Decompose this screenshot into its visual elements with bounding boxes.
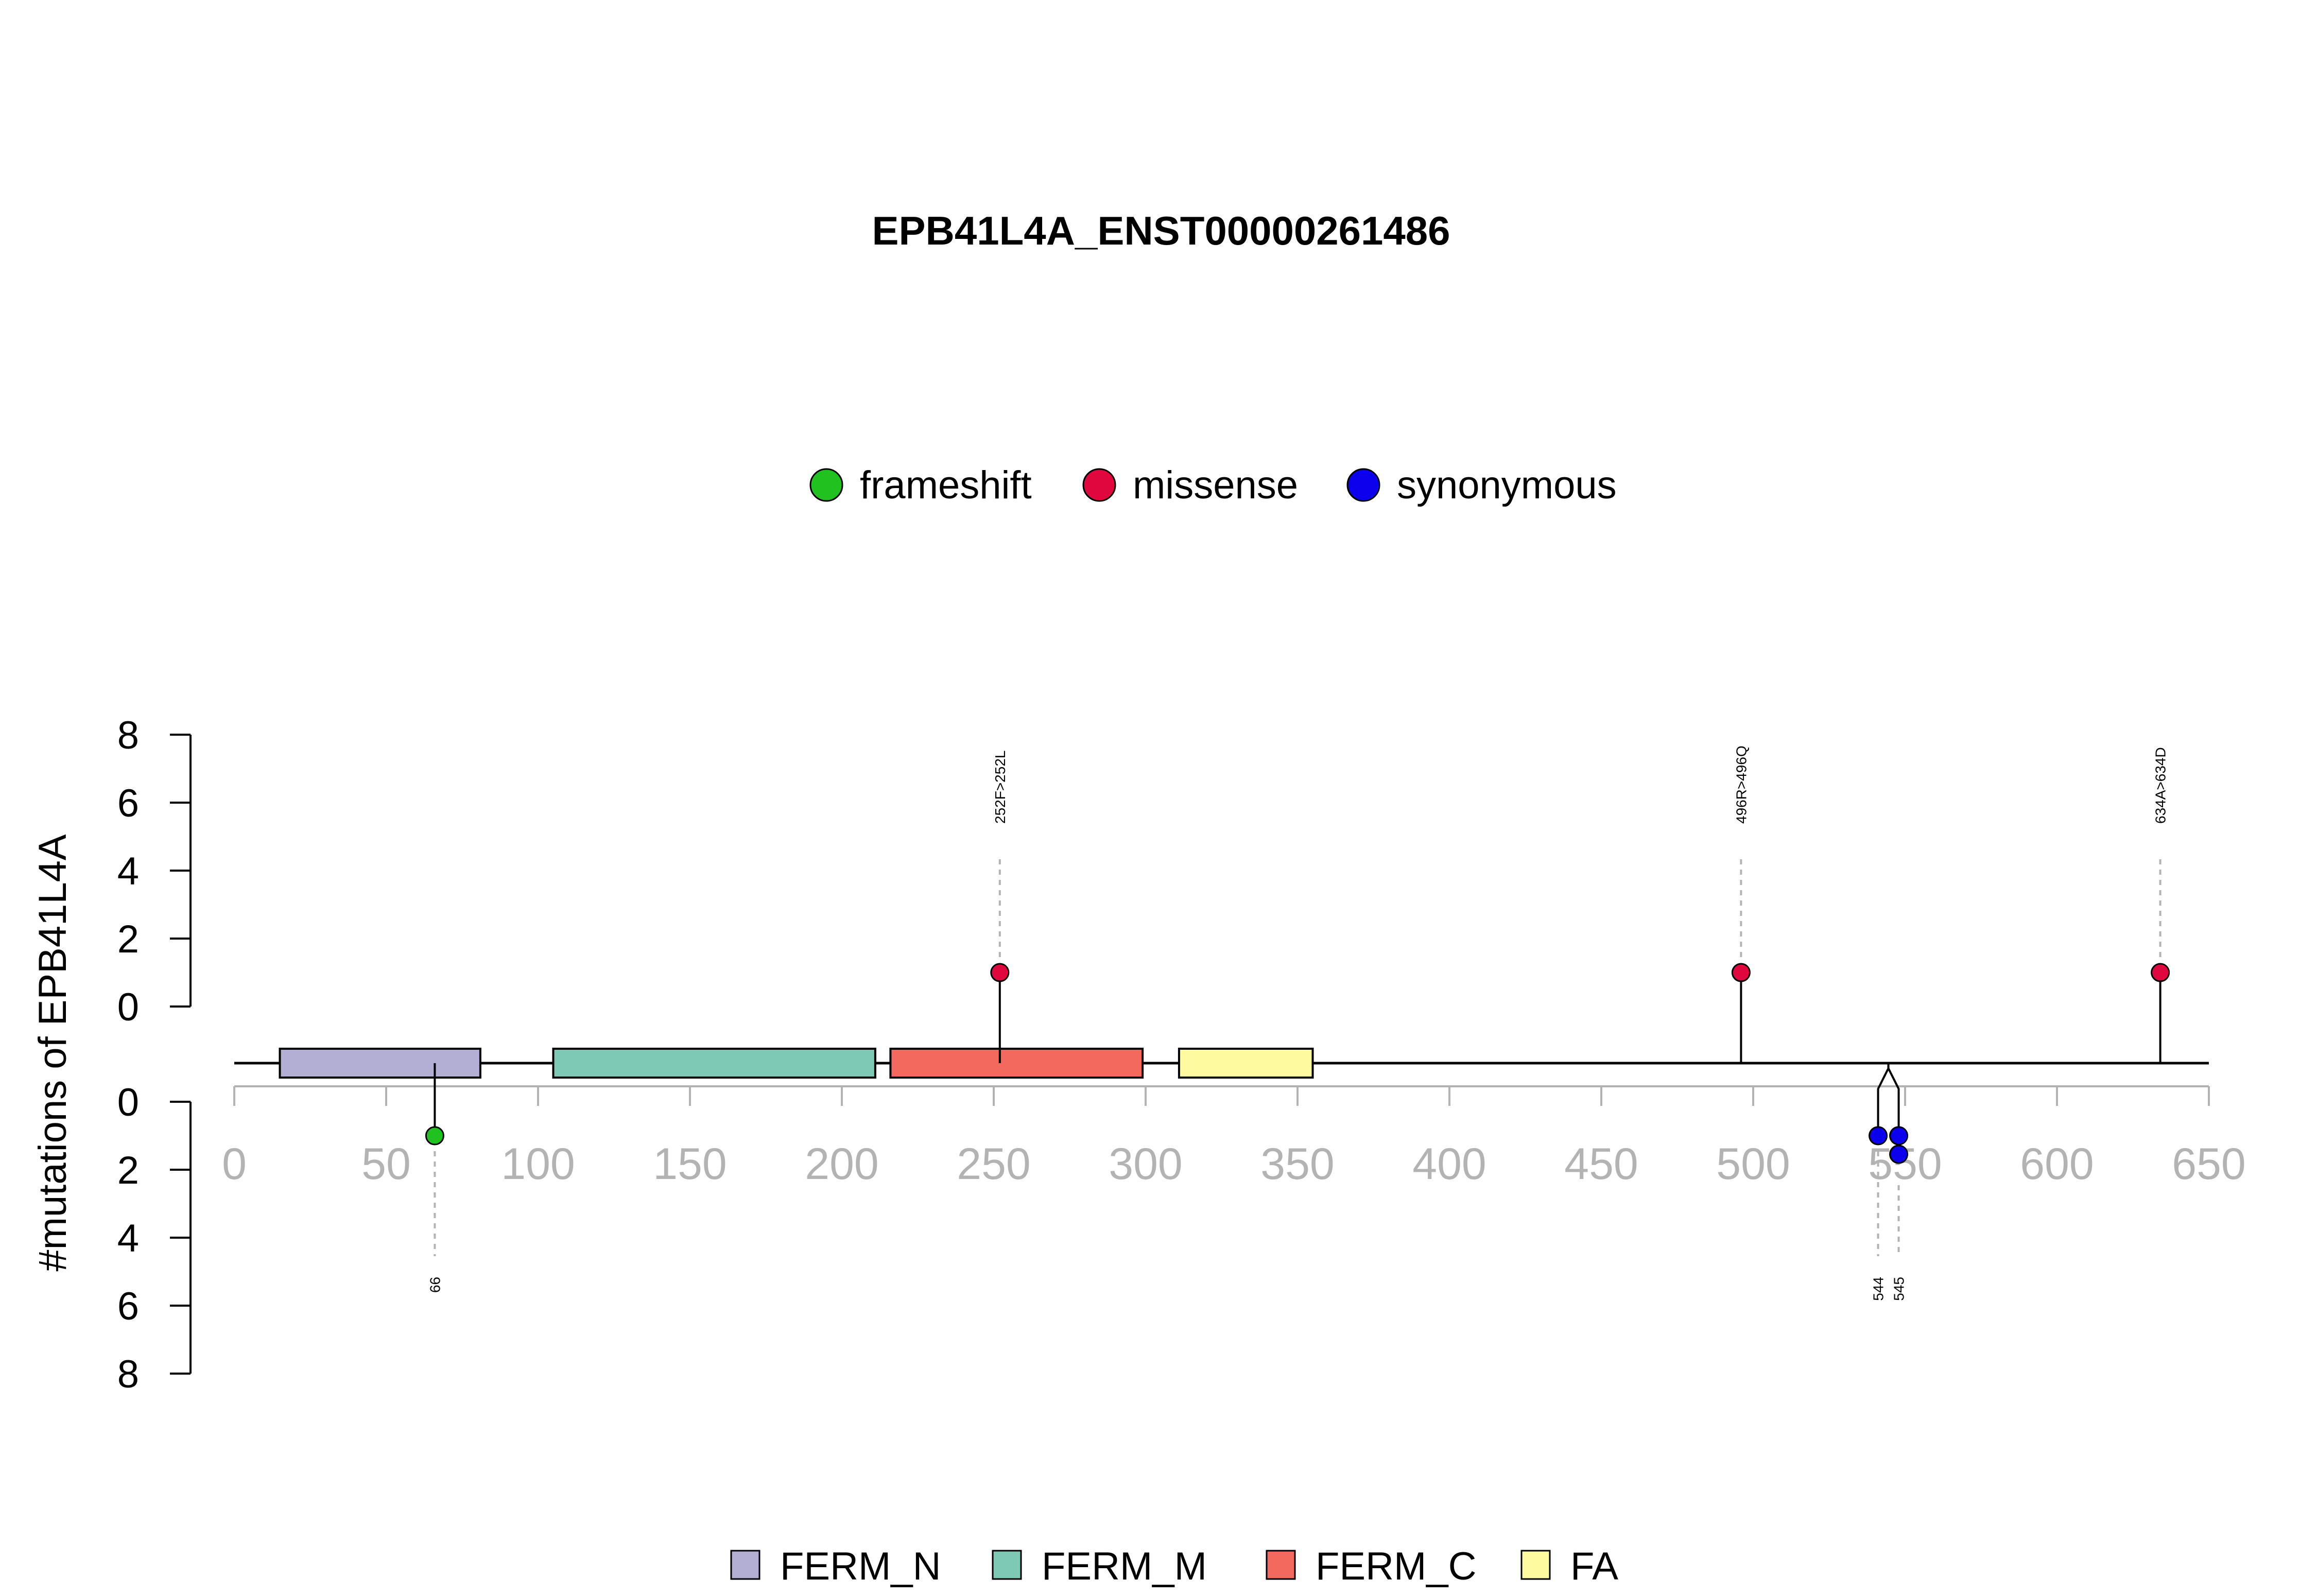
legend-FERM_M-label: FERM_M — [1042, 1545, 1207, 1588]
x-tick-label: 350 — [1260, 1139, 1335, 1189]
mutation-label: 66 — [427, 1277, 443, 1293]
mutation-label: 544 — [1871, 1277, 1887, 1301]
x-axis: 0 50 100 150 200 250 300 350 400 450 500 550 600 650 — [222, 1085, 2246, 1189]
mutation-point-missense — [990, 963, 1010, 982]
mutation-point-synonymous — [1889, 1144, 1909, 1164]
mutation-stem — [1877, 1063, 1890, 1136]
x-tick-label: 50 — [361, 1139, 411, 1189]
x-tick-label: 100 — [501, 1139, 575, 1189]
legend-missense-label: missense — [1133, 463, 1298, 507]
lower-y-tick-label: 0 — [117, 1081, 139, 1124]
mutation-label: 634A>634D — [2153, 747, 2169, 824]
x-tick-label: 250 — [957, 1139, 1031, 1189]
legend-FA-label: FA — [1570, 1545, 1618, 1588]
x-tick-label: 650 — [2172, 1139, 2246, 1189]
x-tick-label: 300 — [1109, 1139, 1183, 1189]
y-axes: 8 6 4 2 0 0 2 4 6 8 — [117, 714, 192, 1396]
domain-legend: FERM_N FERM_M FERM_C FA — [730, 1545, 1618, 1588]
mutation-lollipops: 252F>252L 496R>496Q 634A>634D 66 544 545 — [425, 745, 2170, 1301]
lower-y-tick-label: 8 — [117, 1352, 139, 1396]
lower-y-tick-label: 2 — [117, 1149, 139, 1192]
x-tick-label: 600 — [2020, 1139, 2094, 1189]
y-axis-label: #mutations of EPB41L4A — [31, 834, 75, 1272]
mutation-point-frameshift — [425, 1126, 444, 1146]
mutation-label: 545 — [1891, 1277, 1907, 1301]
upper-y-tick-label: 6 — [117, 782, 139, 825]
mutation-point-synonymous — [1869, 1126, 1888, 1146]
x-tick-label: 500 — [1716, 1139, 1790, 1189]
legend-frameshift-swatch — [809, 468, 843, 502]
domain-boxes — [279, 1048, 1314, 1079]
upper-y-tick-label: 0 — [117, 985, 139, 1029]
legend-FERM_C-swatch — [1266, 1550, 1296, 1580]
upper-y-tick-label: 8 — [117, 714, 139, 757]
upper-y-tick-label: 2 — [117, 917, 139, 961]
legend-FERM_N-label: FERM_N — [780, 1545, 941, 1588]
legend-frameshift-label: frameshift — [860, 463, 1032, 507]
legend-FERM_N-swatch — [730, 1550, 760, 1580]
mutation-type-legend: frameshift missense synonymous — [809, 463, 1617, 507]
legend-FA-swatch — [1520, 1550, 1551, 1580]
upper-y-tick-label: 4 — [117, 849, 139, 893]
x-tick-label: 150 — [653, 1139, 727, 1189]
mutation-label: 496R>496Q — [1733, 745, 1749, 824]
mutation-point-missense — [2151, 963, 2170, 982]
legend-synonymous-label: synonymous — [1397, 463, 1617, 507]
legend-FERM_C-label: FERM_C — [1316, 1545, 1476, 1588]
x-tick-label: 200 — [805, 1139, 879, 1189]
legend-missense-swatch — [1082, 468, 1116, 502]
domain-FERM_N — [279, 1048, 481, 1079]
x-tick-label: 450 — [1564, 1139, 1638, 1189]
legend-synonymous-swatch — [1346, 468, 1380, 502]
lower-y-tick-label: 6 — [117, 1285, 139, 1328]
mutation-stem — [1887, 1063, 1900, 1136]
lower-y-tick-label: 4 — [117, 1217, 139, 1260]
chart-title: EPB41L4A_ENST00000261486 — [872, 208, 1450, 253]
mutation-point-synonymous — [1889, 1126, 1909, 1146]
domain-FERM_C — [889, 1048, 1144, 1079]
x-tick-label: 550 — [1868, 1139, 1942, 1189]
domain-FA — [1178, 1048, 1314, 1079]
mutation-point-missense — [1731, 963, 1751, 982]
mutation-label: 252F>252L — [992, 751, 1008, 824]
legend-FERM_M-swatch — [992, 1550, 1022, 1580]
domain-FERM_M — [552, 1048, 876, 1079]
x-tick-label: 400 — [1412, 1139, 1486, 1189]
x-tick-label: 0 — [222, 1139, 247, 1189]
